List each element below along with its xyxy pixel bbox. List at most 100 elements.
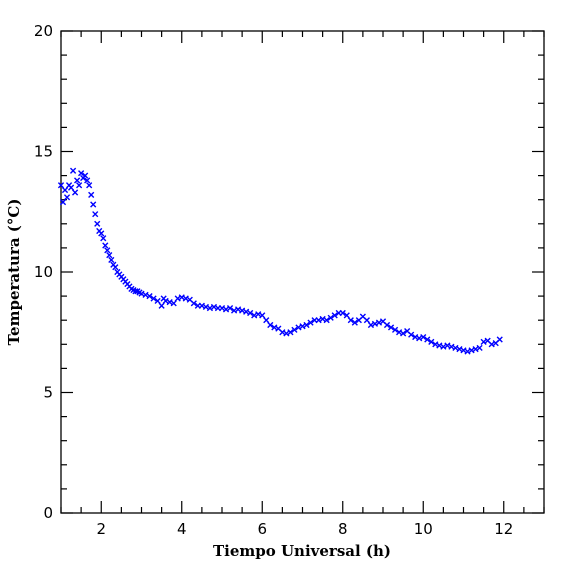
data-point	[383, 321, 391, 329]
data-point	[59, 199, 67, 206]
data-point	[448, 343, 455, 350]
data-point	[108, 256, 115, 264]
data-point	[323, 317, 330, 324]
data-point	[63, 194, 71, 201]
data-point	[303, 321, 310, 329]
data-point	[464, 348, 471, 355]
data-point	[339, 309, 346, 317]
data-point	[158, 302, 165, 309]
data-point	[239, 307, 246, 314]
data-point	[387, 324, 395, 331]
data-point	[226, 305, 234, 312]
data-point	[67, 184, 75, 191]
data-point	[202, 303, 209, 311]
data-point	[283, 330, 290, 337]
data-point	[263, 317, 270, 324]
x-tick-label: 12	[494, 520, 513, 538]
data-point	[222, 306, 230, 313]
data-point	[396, 329, 403, 336]
x-tick-label: 2	[96, 520, 106, 538]
data-point	[106, 252, 113, 259]
data-point	[206, 305, 214, 312]
data-point	[88, 191, 95, 198]
y-axis-label: Temperatura (°C)	[5, 199, 23, 346]
data-point	[319, 315, 326, 323]
data-point	[452, 344, 459, 352]
data-point	[460, 347, 467, 354]
y-tick-label: 5	[43, 384, 53, 402]
data-point	[190, 300, 197, 307]
data-point	[307, 319, 314, 326]
data-point	[267, 321, 274, 329]
data-point	[112, 264, 119, 271]
data-point	[61, 186, 69, 194]
data-point	[86, 182, 93, 189]
data-point	[363, 317, 370, 324]
x-tick-label: 4	[177, 520, 187, 538]
data-point	[57, 182, 65, 189]
data-point	[150, 295, 157, 302]
data-point	[174, 295, 181, 302]
data-point	[104, 247, 111, 254]
data-point	[287, 329, 294, 336]
data-point	[76, 182, 83, 189]
data-point	[182, 295, 189, 302]
data-point	[132, 288, 139, 295]
data-point	[146, 293, 153, 300]
data-point	[472, 346, 479, 353]
data-point	[440, 343, 447, 350]
plot-frame	[60, 30, 545, 514]
data-point	[90, 201, 97, 208]
data-point	[98, 230, 105, 237]
data-point	[251, 312, 258, 319]
data-point	[255, 311, 262, 318]
data-point	[210, 303, 218, 311]
data-point	[102, 242, 109, 249]
data-points	[57, 167, 503, 355]
data-point	[480, 338, 487, 345]
data-point	[327, 314, 334, 321]
data-point	[78, 170, 85, 177]
data-point	[247, 309, 254, 317]
axis-ticks	[60, 30, 545, 514]
data-point	[351, 319, 358, 326]
data-point	[343, 312, 350, 319]
data-point	[424, 336, 431, 343]
data-point	[162, 297, 169, 305]
data-point	[198, 302, 205, 309]
data-point	[456, 346, 463, 353]
data-point	[74, 177, 81, 184]
data-point	[412, 333, 419, 341]
data-point	[271, 324, 278, 331]
data-point	[331, 312, 338, 319]
x-axis-label: Tiempo Universal (h)	[213, 542, 391, 560]
data-point	[488, 341, 495, 348]
data-point	[416, 335, 423, 342]
data-point	[315, 317, 322, 324]
data-point	[295, 324, 302, 331]
data-point	[230, 307, 238, 314]
data-point	[218, 305, 226, 312]
data-point	[476, 344, 483, 352]
data-point	[166, 299, 173, 306]
data-point	[170, 300, 177, 307]
data-point	[347, 317, 354, 324]
data-point	[243, 308, 250, 315]
data-point	[94, 220, 101, 227]
data-point	[154, 297, 161, 305]
data-point	[375, 319, 383, 326]
data-point	[235, 306, 242, 313]
data-point	[299, 323, 306, 330]
data-point	[468, 347, 475, 354]
data-point	[391, 326, 399, 333]
x-tick-label: 8	[338, 520, 348, 538]
y-tick-label: 10	[34, 263, 53, 281]
y-tick-label: 0	[43, 504, 53, 522]
data-point	[444, 342, 451, 349]
data-point	[432, 341, 439, 348]
data-point	[138, 290, 145, 297]
data-point	[291, 326, 298, 333]
y-tick-label: 15	[34, 143, 53, 161]
data-point	[367, 321, 375, 329]
